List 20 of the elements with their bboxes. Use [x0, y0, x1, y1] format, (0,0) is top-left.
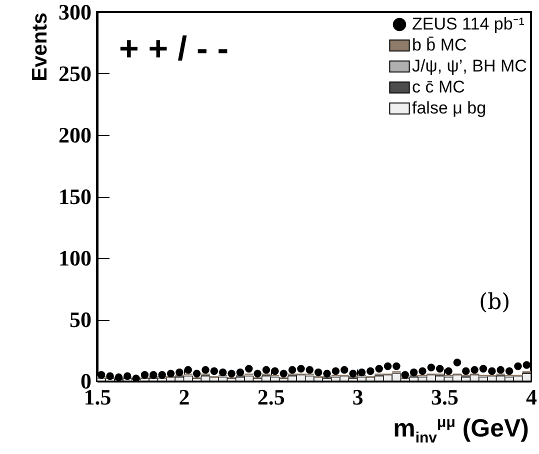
x-tick-label: 2.5	[257, 384, 285, 410]
x-tick-label: 4	[526, 384, 537, 410]
y-tick-label: 250	[58, 61, 92, 86]
x-tick-label: 3.5	[430, 384, 458, 410]
y-tick-label: 150	[58, 184, 92, 209]
legend-label: b b̄ MC	[412, 36, 467, 54]
legend-label: c c̄ MC	[412, 78, 465, 96]
x-tick-label: 3	[352, 384, 364, 410]
x-axis-title: m$_{inv}$$^{μμ}$ (GeV)	[393, 414, 529, 446]
y-tick-label: 200	[58, 122, 92, 148]
legend-label: false μ bg	[412, 98, 486, 118]
y-tick-label: 300	[58, 0, 92, 24]
annotation: + + / - -	[119, 30, 229, 68]
legend-label: ZEUS 114 pb⁻¹	[412, 14, 525, 34]
annotation: (b)	[479, 290, 510, 315]
y-axis-title: Events	[28, 12, 52, 82]
y-tick-label: 50	[70, 307, 92, 332]
y-tick-label: 100	[58, 246, 92, 270]
x-tick-label: 2	[178, 384, 190, 410]
legend-label: J/ψ, ψ’, BH MC	[412, 56, 527, 76]
